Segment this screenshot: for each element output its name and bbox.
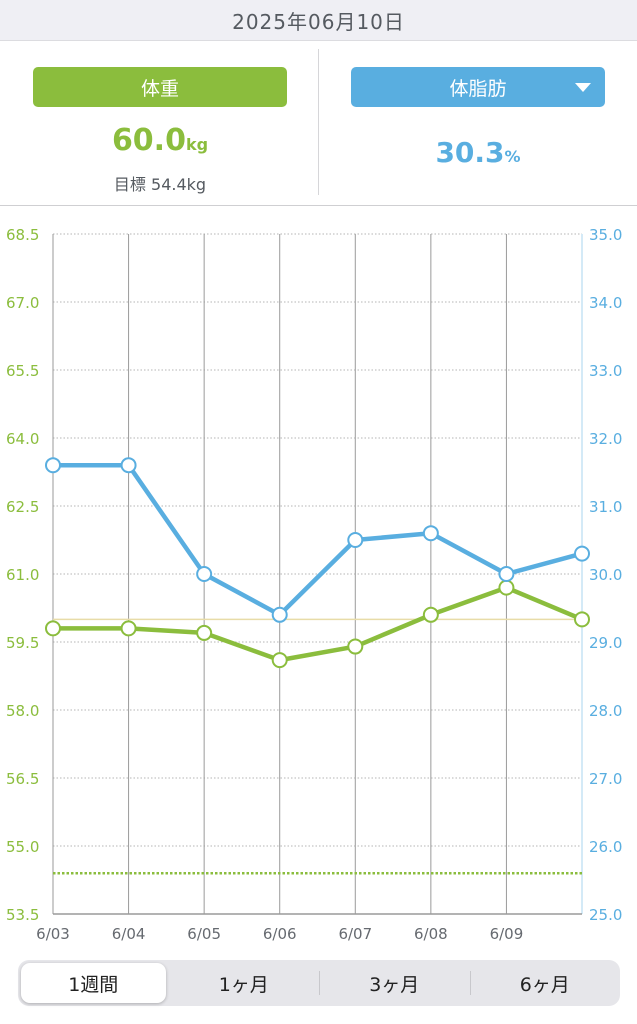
weight-fat-chart[interactable]: 53.5 55.0 56.5 58.0 59.5 61.0 62.5 64.0 65.5 67.0… [0,206,637,950]
y-left-tick-label: 65.5 [6,362,39,380]
x-tick-label: 6/05 [187,925,221,943]
summary-panel: 体重 60.0kg 目標 54.4kg 体脂肪 30.3% [0,41,637,206]
target-weight: 目標 54.4kg [113,175,207,194]
y-right-tick-label: 25.0 [589,906,622,924]
body-fat-value: 30.3% [351,136,605,169]
y-left-tick-label: 56.5 [6,770,39,788]
body-fat-data-point [347,532,364,548]
weight-data-point [347,638,364,655]
chart-svg: 53.5 55.0 56.5 58.0 59.5 61.0 62.5 64.0 65.5 67.0… [6,226,622,943]
weight-data-point [574,611,590,628]
y-left-tick-label: 67.0 [6,294,39,312]
y-left-tick-label: 64.0 [6,430,39,448]
period-tab-2[interactable]: 1ヶ月 [218,973,269,996]
weight-data-point [120,620,137,637]
y-left-tick-label: 62.5 [6,498,39,516]
body-fat-data-point [422,525,439,542]
date-text: 2025年06月10日 [232,9,405,34]
body-fat-unit: % [504,147,521,166]
body-fat-dropdown[interactable]: 体脂肪 [351,67,605,107]
date-header: 2025年06月10日 [0,0,637,41]
y-left-tick-label: 53.5 [6,906,39,924]
body-fat-number: 30.3 [435,136,505,169]
y-left-tick-label: 68.5 [6,226,39,244]
body-fat-data-point [498,566,515,582]
y-left-tick-label: 55.0 [6,838,39,856]
period-selector: 1週間 1ヶ月 3ヶ月 6ヶ月 [18,960,620,1006]
x-tick-label: 6/07 [338,925,372,943]
y-left-tick-label: 58.0 [6,702,39,720]
segment-separator [469,971,471,995]
body-fat-data-point [574,545,590,562]
y-right-tick-label: 31.0 [589,498,622,516]
y-right-tick-label: 34.0 [589,294,622,312]
weight-unit: kg [185,135,209,154]
period-tab-4[interactable]: 6ヶ月 [519,973,570,996]
weight-data-point [422,606,439,623]
x-tick-label: 6/09 [490,925,524,943]
y-right-tick-label: 33.0 [589,362,622,380]
body-fat-data-point [271,606,288,623]
x-tick-label: 6/06 [263,925,297,943]
y-right-tick-label: 27.0 [589,770,622,788]
dropdown-arrow-icon [575,83,591,92]
x-tick-label: 6/03 [36,925,70,943]
body-fat-label: 体脂肪 [449,77,507,100]
weight-tab-label: 体重 [140,77,179,100]
weight-data-point [196,624,213,641]
y-right-tick-label: 26.0 [589,838,622,856]
body-fat-data-point [196,566,213,582]
body-fat-data-point [45,457,61,474]
y-right-tick-label: 28.0 [589,702,622,720]
body-fat-series-line [50,462,585,618]
weight-data-point [45,620,61,637]
weight-data-point [271,652,288,669]
y-right-tick-label: 35.0 [589,226,622,244]
weight-tab-button[interactable]: 体重 [33,67,287,107]
period-tab-3[interactable]: 3ヶ月 [369,973,420,996]
y-right-tick-label: 30.0 [589,566,622,584]
x-tick-label: 6/08 [414,925,448,943]
y-left-tick-label: 59.5 [6,634,39,652]
y-right-tick-label: 32.0 [589,430,622,448]
weight-data-point [498,579,515,596]
body-fat-data-point [120,457,137,474]
weight-value: 60.0kg [33,123,287,158]
segment-separator [319,971,320,995]
y-left-tick-label: 61.0 [6,566,39,584]
summary-divider [318,49,319,195]
weight-number: 60.0 [111,123,186,158]
x-tick-label: 6/04 [112,925,146,943]
period-tab-1[interactable]: 1週間 [21,963,166,1003]
y-right-tick-label: 29.0 [589,634,622,652]
weight-series-line [50,585,585,663]
